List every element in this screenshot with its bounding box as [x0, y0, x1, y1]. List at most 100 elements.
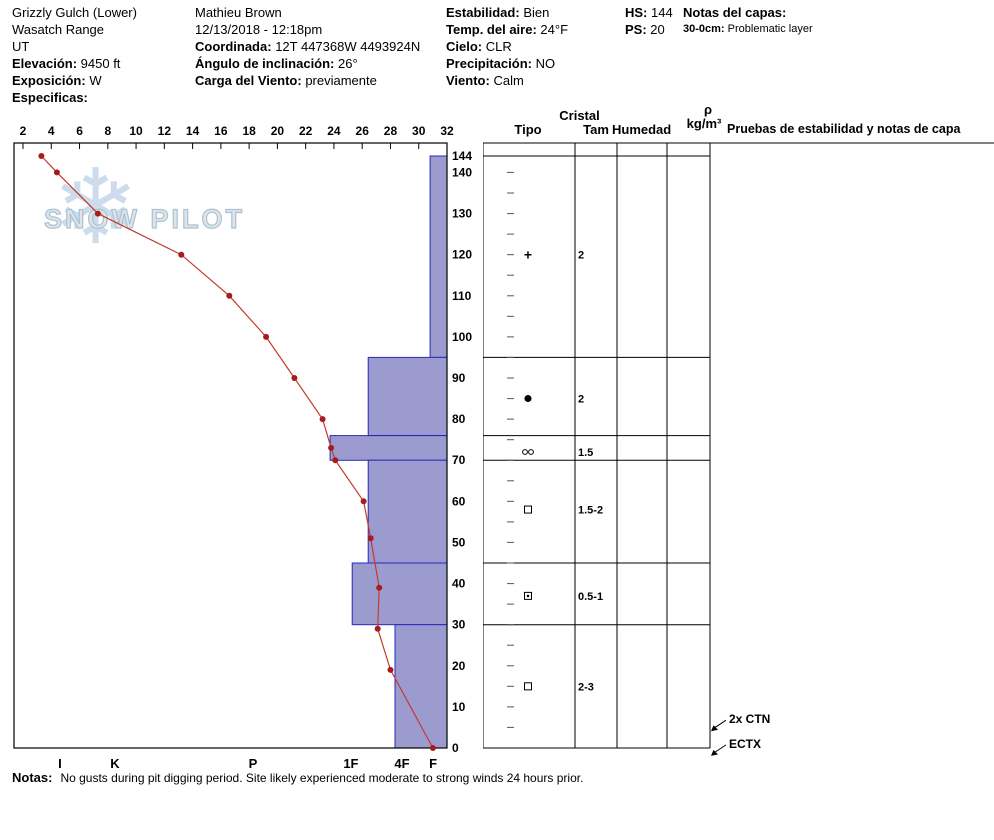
air-temp-label: Temp. del aire: [446, 22, 537, 37]
stability-value: Bien [523, 5, 550, 20]
hardness-axis-label: P [249, 756, 258, 771]
temperature-point [319, 416, 326, 423]
slope-angle-label: Ángulo de inclinación: [195, 56, 335, 71]
stability-label: Estabilidad: [446, 5, 520, 20]
hardness-bar [429, 155, 448, 358]
hardness-axis-label: 4F [394, 756, 409, 771]
height-axis-label: 20 [452, 659, 466, 673]
density-units-header: kg/m³ [686, 116, 722, 131]
precip-value: NO [535, 56, 556, 71]
height-axis-label: 40 [452, 577, 466, 591]
temperature-point [94, 210, 101, 217]
air-temp-value: 24°F [540, 22, 569, 37]
header-layer-notes-column: Notas del capas: 30-0cm: Problematic lay… [683, 4, 813, 38]
hardness-axis-label: K [110, 756, 120, 771]
crystal-panel: +2 2 1.5 1.5-2 0.5-1 2-3 2x CTN ECTX [483, 142, 994, 756]
grain-size: 1.5 [578, 447, 593, 459]
aspect-row: Exposición: W [12, 72, 137, 89]
plot-border [13, 142, 448, 749]
temperature-line [40, 155, 434, 749]
stability-row: Estabilidad: Bien [446, 4, 568, 21]
elevation-row: Elevación: 9450 ft [12, 55, 137, 72]
height-axis-label: 50 [452, 535, 466, 549]
coordinates-row: Coordinada: 12T 447368W 4493924N [195, 38, 420, 55]
hardness-axis-label: 1F [343, 756, 358, 771]
temp-axis-label: 24 [327, 124, 341, 138]
temp-axis-label: 12 [158, 124, 172, 138]
sky-value: CLR [485, 39, 512, 54]
layer-note-text: Problematic layer [727, 23, 813, 35]
aspect-value: W [89, 73, 102, 88]
snowflake-icon: ❄ [52, 150, 140, 266]
grain-size: 2 [578, 394, 584, 406]
tipo-header: Tipo [514, 122, 542, 137]
height-axis-label: 100 [452, 330, 472, 344]
temperature-point [387, 666, 394, 673]
hardness-axis-label: I [58, 756, 62, 771]
temp-axis-label: 22 [299, 124, 313, 138]
height-axis-label: 60 [452, 494, 466, 508]
watermark-text: SNOW PILOT [43, 203, 245, 234]
hs-row: HS: 144 [625, 4, 673, 21]
hardness-bar [351, 562, 448, 626]
stability-test-label: 2x CTN [729, 712, 770, 726]
sky-label: Cielo: [446, 39, 483, 54]
test-arrow-head [711, 725, 718, 732]
snowpilot-watermark: ❄ SNOW PILOT [38, 150, 258, 288]
hardness-bar [367, 356, 448, 436]
header-location-column: Grizzly Gulch (Lower) Wasatch Range UT E… [12, 4, 137, 106]
notes-text: No gusts during pit digging period. Site… [60, 771, 584, 785]
temp-axis-label: 26 [356, 124, 370, 138]
height-axis-label: 70 [452, 453, 466, 467]
grain-size: 0.5-1 [578, 591, 603, 603]
hardness-bar [367, 459, 448, 564]
height-axis-label: 10 [452, 700, 466, 714]
height-axis-label: 140 [452, 165, 472, 179]
temp-axis-label: 10 [129, 124, 143, 138]
grain-size: 2-3 [578, 681, 594, 693]
test-arrow-head [711, 749, 718, 756]
temperature-point [226, 292, 233, 299]
temperature-point [291, 375, 298, 381]
temperature-point [376, 584, 383, 591]
humedad-header: Humedad [612, 122, 672, 137]
stability-tests-header: Pruebas de estabilidad y notas de capa [727, 122, 961, 136]
hs-label: HS: [625, 5, 648, 20]
wind-row: Viento: Calm [446, 72, 568, 89]
height-axis-label: 144 [452, 149, 472, 163]
grain-symbol-square [524, 682, 532, 691]
test-arrow-line [713, 719, 727, 729]
precip-label: Precipitación: [446, 56, 532, 71]
coordinates-value: 12T 447368W 4493924N [275, 39, 421, 54]
cristal-header: Cristal [559, 108, 600, 123]
temp-axis-label: 2 [20, 124, 27, 138]
ps-value: 20 [650, 22, 665, 37]
height-axis-label: 120 [452, 248, 472, 262]
pit-notes: Notas: No gusts during pit digging period… [12, 770, 583, 785]
hs-value: 144 [651, 5, 673, 20]
observer-name: Mathieu Brown [195, 5, 282, 20]
wind-value: Calm [493, 73, 524, 88]
temperature-point [332, 457, 339, 464]
grain-size: 2 [578, 250, 584, 262]
layer-note-row: 30-0cm: Problematic layer [683, 21, 813, 38]
temp-axis-label: 4 [48, 124, 55, 138]
grain-symbol-dot [526, 594, 530, 598]
snow-profile-chart: 2 4 6 8 10 12 14 16 18 20 22 24 26 28 30 32144140130120… [13, 124, 472, 771]
header-totals-column: HS: 144 PS: 20 [625, 4, 673, 38]
temperature-point [328, 444, 335, 451]
slope-angle-value: 26° [338, 56, 358, 71]
ps-row: PS: 20 [625, 21, 673, 38]
temperature-point [367, 535, 374, 542]
temperature-point [429, 745, 436, 751]
temp-axis-label: 30 [412, 124, 426, 138]
pit-datetime: 12/13/2018 - 12:18pm [195, 22, 323, 37]
temp-axis-label: 16 [214, 124, 228, 138]
density-symbol-header: ρ [703, 102, 713, 117]
height-axis-label: 0 [452, 741, 459, 755]
elevation-value: 9450 ft [80, 56, 121, 71]
height-axis-label: 30 [452, 618, 466, 632]
height-axis-label: 90 [452, 371, 466, 385]
grain-symbol-plus: + [524, 247, 532, 263]
